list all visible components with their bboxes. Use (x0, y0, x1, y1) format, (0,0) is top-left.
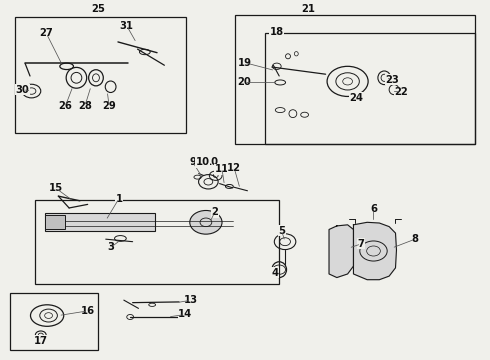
Text: 6: 6 (370, 204, 377, 215)
Bar (10, 293, 98, 350)
Text: 21: 21 (301, 4, 316, 14)
Text: 13: 13 (184, 295, 198, 305)
Text: 15: 15 (49, 183, 63, 193)
Text: 8: 8 (412, 234, 418, 244)
Text: 17: 17 (34, 336, 48, 346)
Text: 27: 27 (39, 28, 53, 38)
Text: 14: 14 (178, 310, 193, 319)
Bar (235, 15, 475, 144)
Text: 31: 31 (120, 21, 134, 31)
Bar (45, 215, 65, 229)
Polygon shape (353, 222, 396, 280)
Text: 23: 23 (386, 75, 399, 85)
Text: 24: 24 (349, 93, 364, 103)
Text: 2: 2 (211, 207, 218, 217)
Bar (45, 213, 155, 231)
Text: 25: 25 (92, 4, 105, 14)
Circle shape (190, 211, 222, 234)
Bar (35, 200, 279, 284)
Text: 1: 1 (115, 194, 122, 204)
Text: 12: 12 (227, 163, 241, 173)
Text: 22: 22 (394, 87, 408, 97)
Text: 10: 10 (205, 157, 219, 167)
Text: 9: 9 (189, 157, 196, 167)
Text: 5: 5 (278, 226, 285, 236)
Text: 10: 10 (196, 157, 210, 167)
Text: 11: 11 (215, 164, 229, 174)
Text: 16: 16 (80, 306, 95, 316)
Text: 3: 3 (107, 242, 114, 252)
Text: 19: 19 (238, 58, 252, 68)
Bar (265, 33, 475, 144)
Bar (15, 17, 186, 134)
Text: 4: 4 (272, 267, 279, 278)
Text: 26: 26 (58, 102, 72, 112)
Text: 30: 30 (16, 85, 29, 95)
Text: 7: 7 (358, 239, 365, 249)
Text: 29: 29 (102, 102, 116, 112)
Text: 18: 18 (270, 27, 284, 37)
Polygon shape (329, 225, 353, 278)
Text: 28: 28 (78, 102, 92, 112)
Text: 20: 20 (237, 77, 251, 87)
